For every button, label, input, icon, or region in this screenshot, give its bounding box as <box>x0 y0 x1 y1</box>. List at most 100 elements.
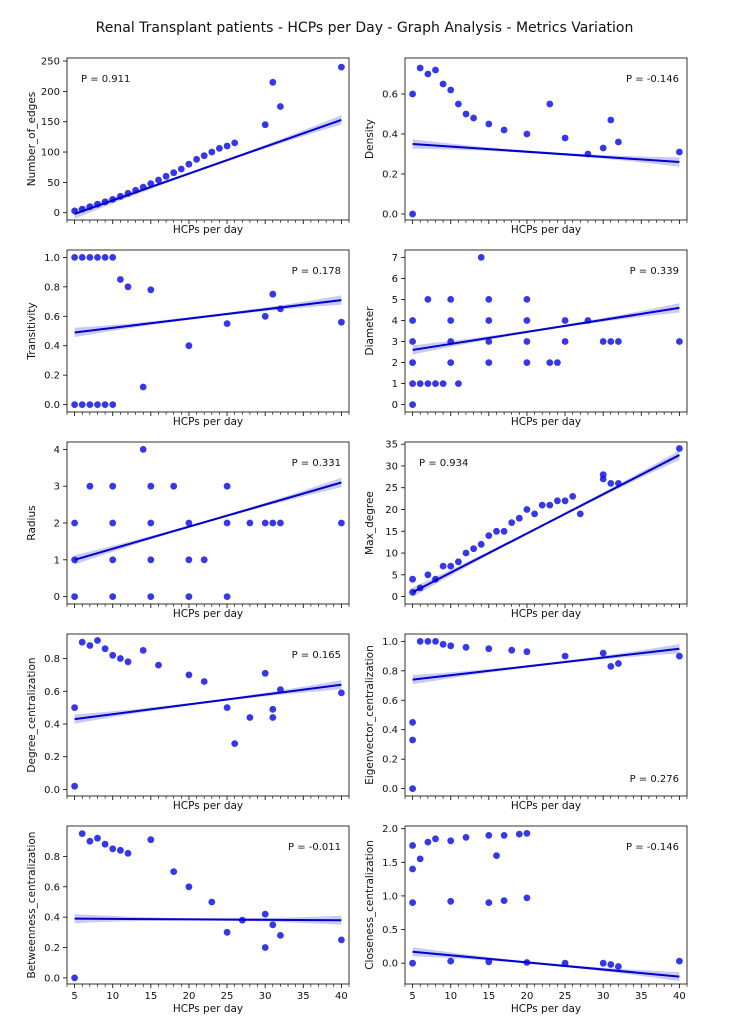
data-point <box>139 383 147 391</box>
y-tick-label: 0.8 <box>44 282 60 293</box>
regression-line <box>412 647 680 681</box>
data-point <box>462 549 470 557</box>
y-tick-label: 1.0 <box>382 891 398 902</box>
y-tick-label: 0.0 <box>382 210 398 221</box>
data-point <box>261 944 269 951</box>
y-tick-label: 0.2 <box>44 371 60 382</box>
data-point <box>269 714 277 721</box>
x-tick-label: 15 <box>482 991 495 1002</box>
data-point <box>477 540 485 548</box>
data-point <box>485 338 493 345</box>
y-tick-label: 25 <box>385 483 398 494</box>
data-point <box>185 556 193 564</box>
data-point <box>409 842 416 849</box>
y-tick-label: 0.6 <box>382 90 398 101</box>
data-point <box>554 359 561 366</box>
regression-line <box>74 683 342 721</box>
data-point <box>338 318 345 326</box>
data-point <box>409 338 416 345</box>
regression-line <box>412 143 680 163</box>
data-point <box>447 296 455 303</box>
y-tick-label: 0.8 <box>382 666 398 677</box>
data-point <box>147 836 155 844</box>
data-point <box>447 317 455 324</box>
data-point <box>470 545 477 553</box>
data-point <box>139 446 147 453</box>
x-tick-label: 20 <box>521 991 534 1002</box>
data-point <box>78 401 86 408</box>
data-point <box>71 593 78 600</box>
data-point <box>78 830 86 837</box>
x-tick-label: 40 <box>673 991 686 1002</box>
data-point <box>500 126 508 134</box>
y-tick-label: 0.8 <box>44 852 60 863</box>
correlation-annotation: P = -0.146 <box>626 74 679 85</box>
x-tick-label: 10 <box>444 991 457 1002</box>
data-point <box>101 645 109 653</box>
data-point <box>208 898 216 906</box>
data-point <box>261 669 269 677</box>
data-point <box>409 736 416 744</box>
data-point <box>94 254 101 261</box>
data-point <box>94 834 101 842</box>
y-tick-label: 0.4 <box>382 725 398 736</box>
data-point <box>485 645 493 653</box>
data-point <box>424 70 432 78</box>
x-tick-label: 40 <box>335 991 348 1002</box>
data-point <box>607 116 615 124</box>
y-tick-label: 4 <box>54 445 60 456</box>
data-point <box>615 660 622 667</box>
data-point <box>493 527 500 535</box>
y-tick-label: 0.4 <box>44 341 60 352</box>
y-tick-label: 1.5 <box>382 858 398 869</box>
data-point <box>109 482 117 490</box>
data-point <box>409 380 416 387</box>
data-point <box>216 145 223 152</box>
plot-area <box>71 63 345 219</box>
data-point <box>109 254 117 261</box>
data-point <box>200 678 208 685</box>
data-point <box>117 276 124 283</box>
data-point <box>561 652 569 660</box>
x-tick-label: 30 <box>259 991 272 1002</box>
y-tick-label: 0.6 <box>44 312 60 323</box>
y-tick-label: 2 <box>392 358 398 369</box>
y-axis-label: Number_of_edges <box>26 92 38 187</box>
data-point <box>147 286 155 294</box>
data-point <box>185 519 193 527</box>
data-point <box>607 480 615 487</box>
data-point <box>523 894 531 902</box>
data-point <box>470 114 477 122</box>
data-point <box>155 176 162 184</box>
regression-line <box>74 481 342 561</box>
y-tick-label: 0.0 <box>382 784 398 795</box>
data-point <box>71 254 78 261</box>
x-tick-label: 5 <box>409 991 415 1002</box>
y-tick-label: 100 <box>41 148 60 159</box>
data-point <box>147 593 155 600</box>
data-point <box>261 519 269 527</box>
y-tick-label: 0.2 <box>44 752 60 763</box>
y-tick-label: 0 <box>54 208 60 219</box>
data-point <box>101 254 109 261</box>
data-point <box>223 593 231 600</box>
data-point <box>223 482 231 490</box>
data-point <box>124 849 132 857</box>
y-tick-label: 0.4 <box>44 913 60 924</box>
plot-area <box>409 830 683 982</box>
data-point <box>416 380 424 387</box>
y-tick-label: 0.2 <box>382 755 398 766</box>
data-point <box>200 152 208 160</box>
data-point <box>508 519 516 526</box>
data-point <box>147 482 155 490</box>
data-point <box>477 254 485 261</box>
correlation-annotation: P = 0.934 <box>419 458 468 469</box>
data-point <box>561 134 569 142</box>
data-point <box>200 556 208 564</box>
data-point <box>416 855 424 863</box>
data-point <box>261 910 269 918</box>
data-point <box>500 832 508 839</box>
data-point <box>515 514 523 522</box>
x-axis-label: HCPs per day <box>173 224 243 236</box>
data-point <box>409 959 416 967</box>
